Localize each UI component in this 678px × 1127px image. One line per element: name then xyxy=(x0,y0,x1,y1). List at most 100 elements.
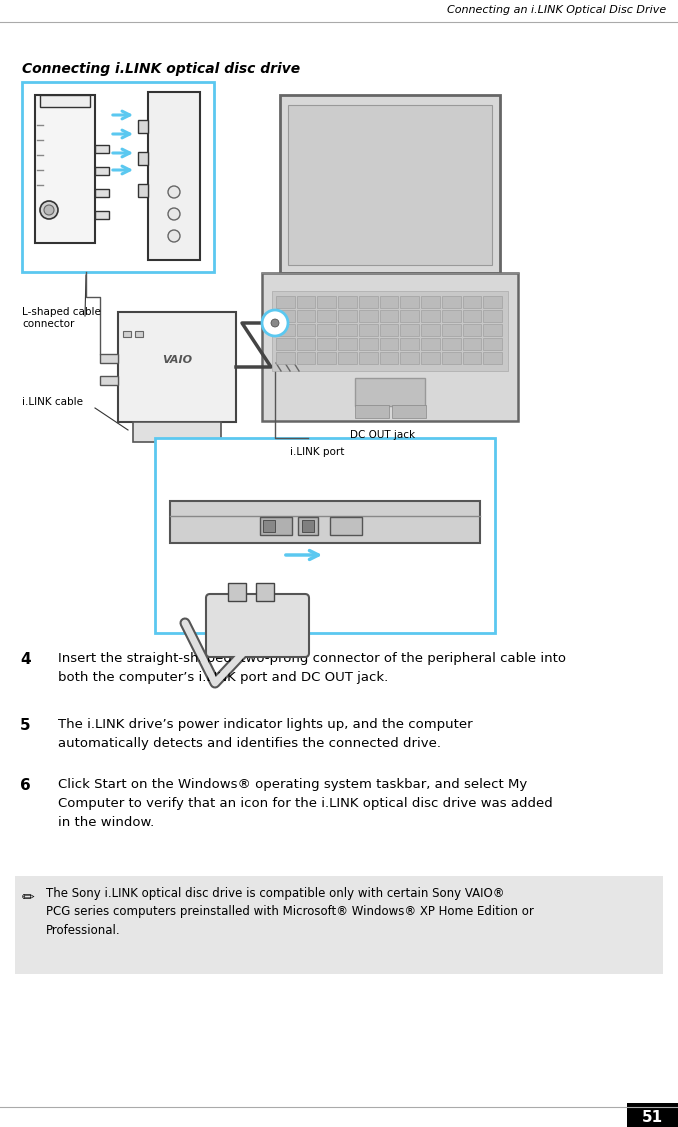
Bar xyxy=(298,517,318,535)
Bar xyxy=(401,296,419,308)
Bar xyxy=(133,421,221,442)
Circle shape xyxy=(168,230,180,242)
Bar xyxy=(421,323,440,336)
Bar xyxy=(297,352,315,364)
Bar xyxy=(317,352,336,364)
Bar xyxy=(100,354,118,363)
Bar xyxy=(442,352,460,364)
Bar xyxy=(317,296,336,308)
Bar xyxy=(263,520,275,532)
Bar xyxy=(359,338,378,350)
Text: 4: 4 xyxy=(20,653,31,667)
Bar xyxy=(317,323,336,336)
Bar xyxy=(135,331,143,337)
Bar xyxy=(483,296,502,308)
Bar xyxy=(338,310,357,322)
Bar xyxy=(380,338,399,350)
Text: DC OUT jack: DC OUT jack xyxy=(350,431,415,440)
Bar xyxy=(359,310,378,322)
Bar xyxy=(95,189,109,197)
Bar xyxy=(462,352,481,364)
Bar xyxy=(297,310,315,322)
Bar xyxy=(138,152,148,165)
Bar xyxy=(392,405,426,418)
Bar xyxy=(442,310,460,322)
Text: Click Start on the Windows® operating system taskbar, and select My
Computer to : Click Start on the Windows® operating sy… xyxy=(58,778,553,829)
Bar xyxy=(380,323,399,336)
Text: The i.LINK drive’s power indicator lights up, and the computer
automatically det: The i.LINK drive’s power indicator light… xyxy=(58,718,473,749)
Bar xyxy=(442,323,460,336)
Bar xyxy=(35,95,95,243)
Text: 51: 51 xyxy=(641,1109,662,1125)
Bar xyxy=(276,338,295,350)
Bar xyxy=(330,517,362,535)
Bar xyxy=(138,119,148,133)
Circle shape xyxy=(168,208,180,220)
Text: 6: 6 xyxy=(20,778,31,793)
Bar xyxy=(421,352,440,364)
Bar xyxy=(401,323,419,336)
Text: Insert the straight-shaped, two-prong connector of the peripheral cable into
bot: Insert the straight-shaped, two-prong co… xyxy=(58,653,566,684)
Bar xyxy=(118,312,236,421)
Bar xyxy=(15,876,663,974)
Bar xyxy=(380,296,399,308)
Bar xyxy=(276,323,295,336)
Bar xyxy=(276,296,295,308)
Bar xyxy=(380,310,399,322)
Bar xyxy=(338,323,357,336)
Bar xyxy=(359,296,378,308)
Bar xyxy=(40,95,90,107)
Text: ✏: ✏ xyxy=(22,890,35,905)
Bar xyxy=(442,338,460,350)
Bar xyxy=(401,310,419,322)
Bar xyxy=(302,520,314,532)
Bar xyxy=(95,167,109,175)
Bar xyxy=(297,323,315,336)
Bar xyxy=(483,338,502,350)
Bar xyxy=(401,338,419,350)
Bar xyxy=(380,352,399,364)
Bar xyxy=(228,583,246,601)
Bar xyxy=(462,323,481,336)
Bar xyxy=(355,405,389,418)
Bar xyxy=(276,310,295,322)
Bar xyxy=(359,323,378,336)
Text: 5: 5 xyxy=(20,718,31,733)
Circle shape xyxy=(44,205,54,215)
Bar xyxy=(100,376,118,385)
Bar xyxy=(421,338,440,350)
Bar xyxy=(627,1103,678,1127)
Bar xyxy=(297,338,315,350)
Text: Connecting i.LINK optical disc drive: Connecting i.LINK optical disc drive xyxy=(22,62,300,76)
Bar xyxy=(256,583,274,601)
Bar xyxy=(260,517,292,535)
Bar xyxy=(95,145,109,153)
Bar xyxy=(280,95,500,273)
Circle shape xyxy=(262,310,288,336)
Text: VAIO: VAIO xyxy=(162,355,192,365)
Bar xyxy=(483,352,502,364)
Circle shape xyxy=(40,201,58,219)
Text: i.LINK port: i.LINK port xyxy=(290,447,344,458)
Bar xyxy=(338,338,357,350)
Text: i.LINK cable: i.LINK cable xyxy=(22,397,83,407)
Text: The Sony i.LINK optical disc drive is compatible only with certain Sony VAIO®
PC: The Sony i.LINK optical disc drive is co… xyxy=(46,887,534,937)
Bar xyxy=(483,310,502,322)
Circle shape xyxy=(168,186,180,198)
Bar xyxy=(483,323,502,336)
Bar xyxy=(317,338,336,350)
Bar xyxy=(421,310,440,322)
Circle shape xyxy=(271,319,279,327)
Bar xyxy=(288,105,492,265)
Bar xyxy=(421,296,440,308)
Bar xyxy=(22,82,214,272)
Bar xyxy=(338,296,357,308)
Bar xyxy=(123,331,131,337)
FancyBboxPatch shape xyxy=(206,594,309,657)
Bar xyxy=(317,310,336,322)
Bar xyxy=(442,296,460,308)
Bar xyxy=(148,92,200,260)
Bar xyxy=(95,211,109,219)
Bar xyxy=(359,352,378,364)
Bar xyxy=(262,273,518,421)
